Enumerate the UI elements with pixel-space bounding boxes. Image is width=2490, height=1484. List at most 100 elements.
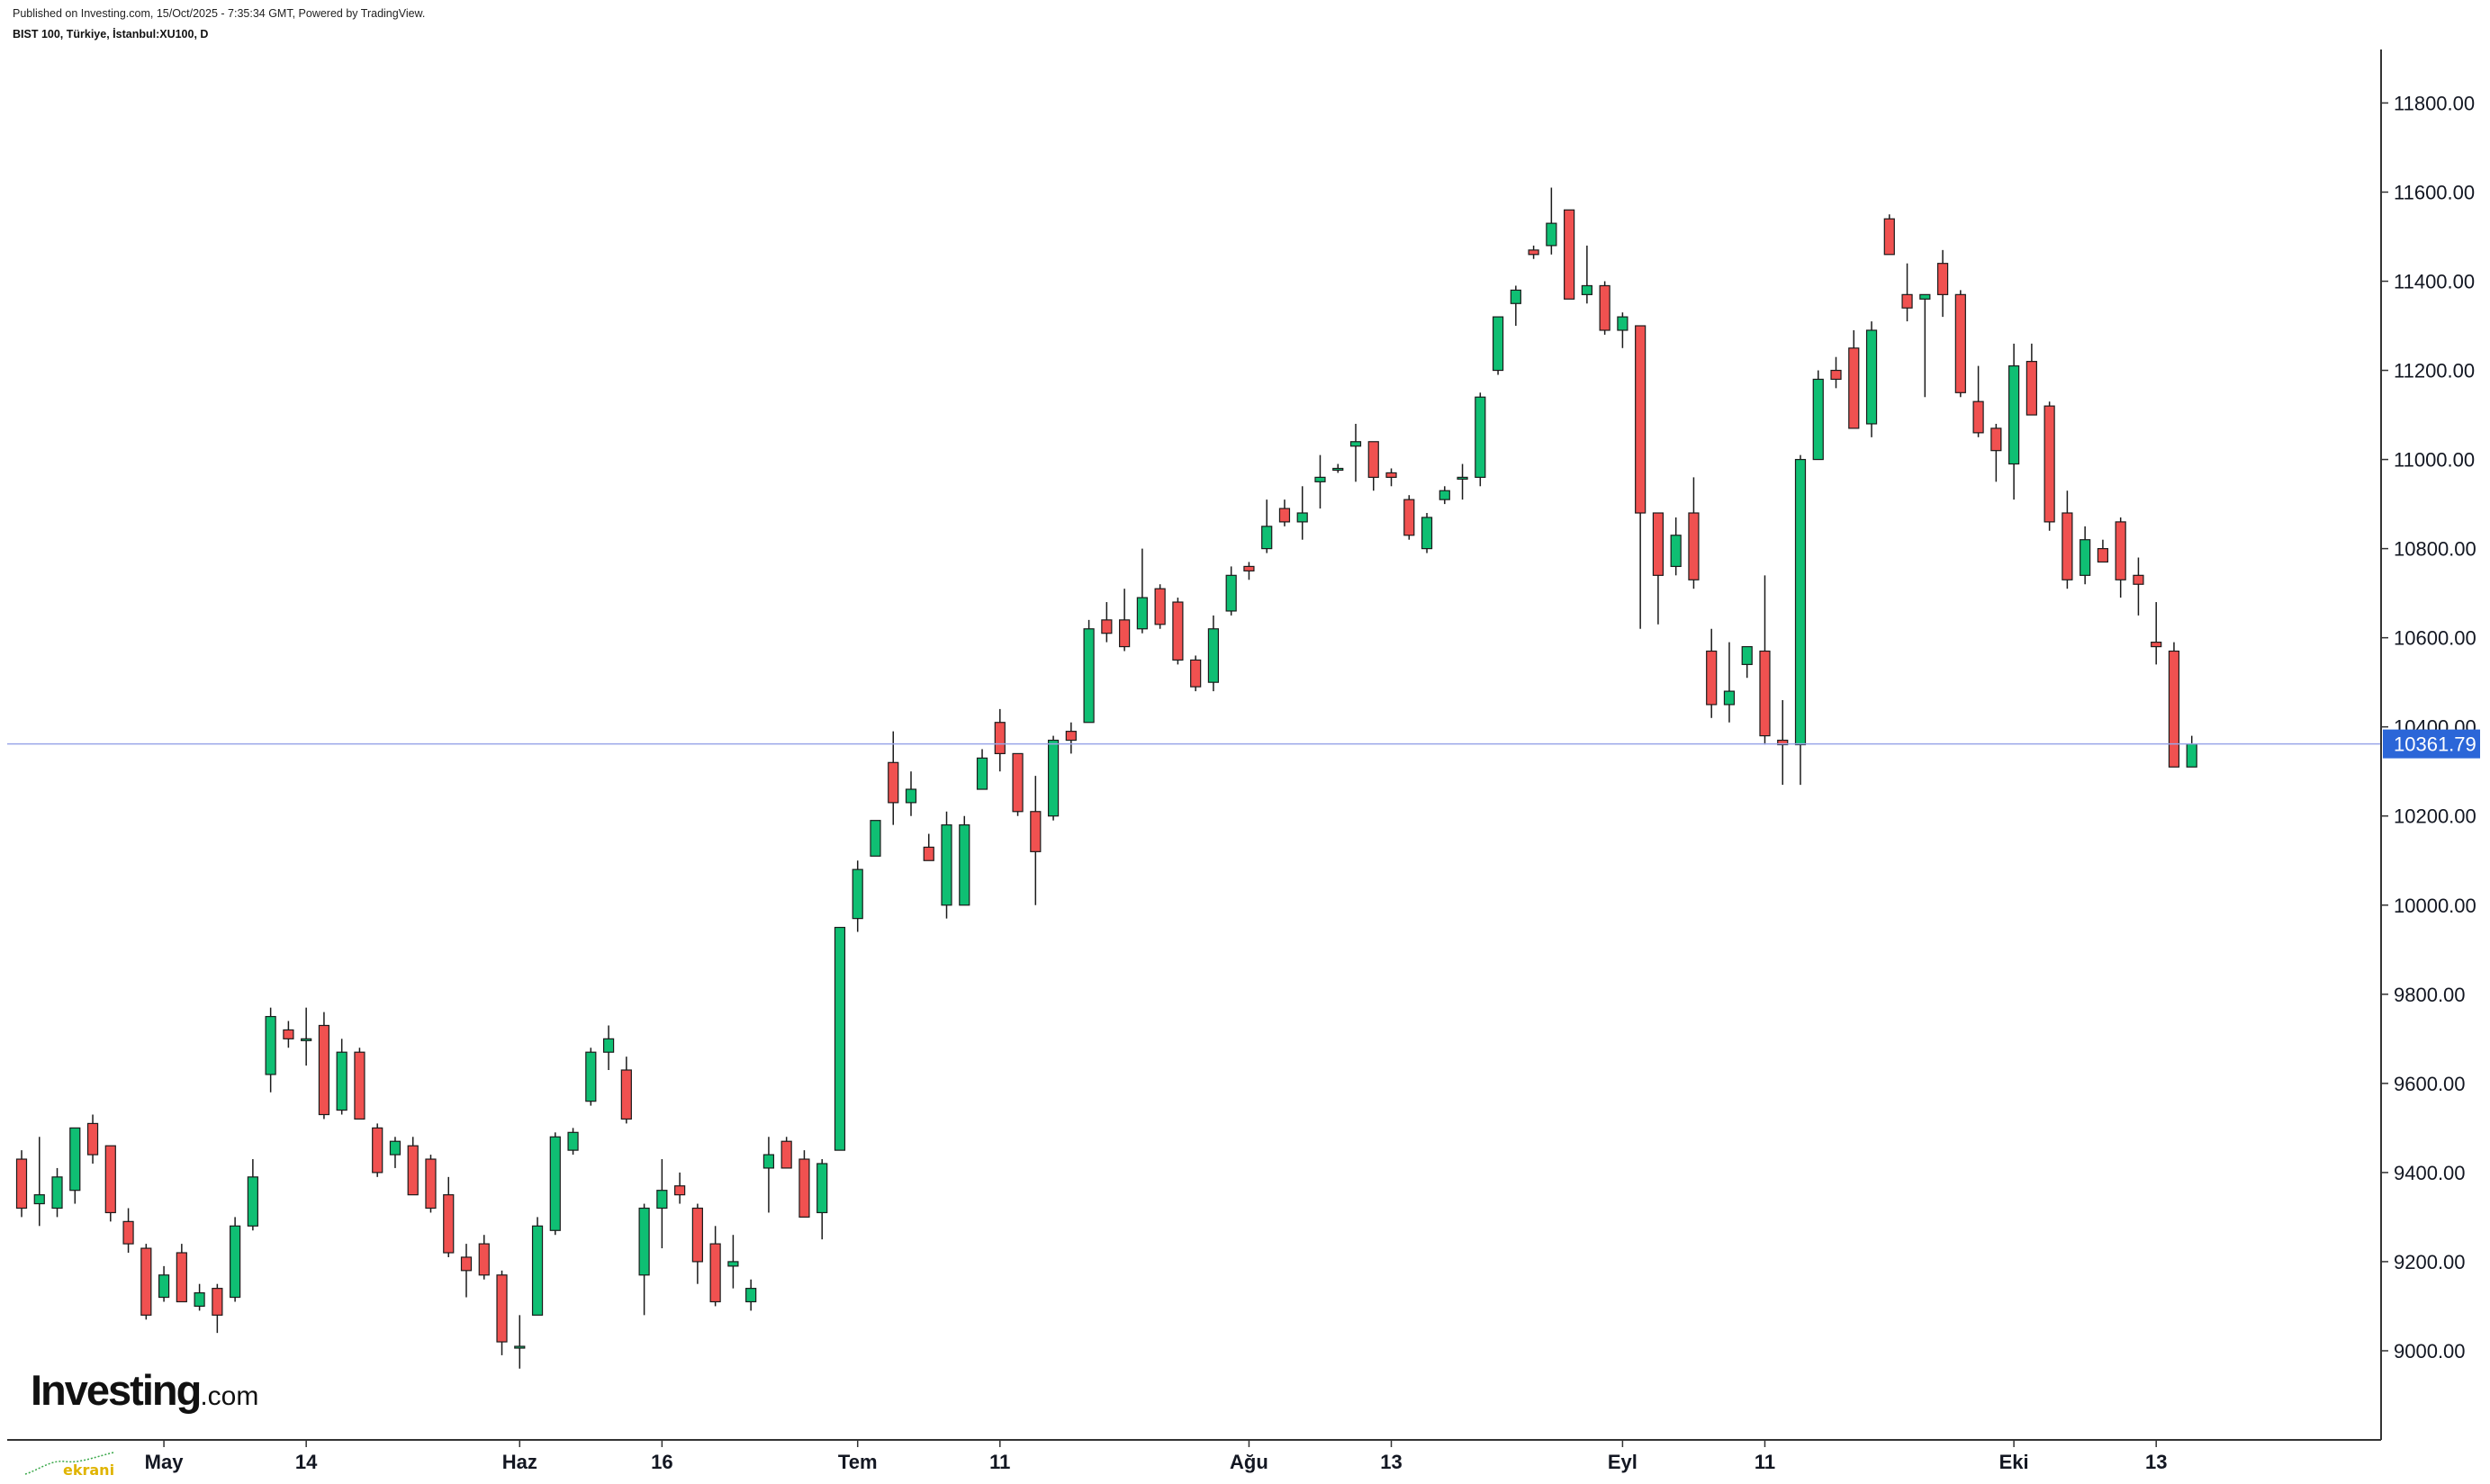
candle	[2008, 343, 2020, 500]
candle	[1688, 477, 1700, 589]
candle-body-down	[1759, 650, 1771, 737]
candle-body-up	[158, 1274, 170, 1299]
candle	[976, 749, 988, 790]
candle	[1012, 752, 1024, 816]
candle	[1652, 512, 1665, 625]
candle	[2151, 602, 2162, 665]
candle	[230, 1217, 241, 1302]
candle-body-up	[870, 820, 881, 857]
candle-body-up	[1919, 293, 1931, 300]
candle-body-down	[104, 1145, 116, 1214]
candle	[834, 926, 846, 1151]
logo-suffix: .com	[200, 1381, 259, 1411]
x-tick-label: 11	[989, 1451, 1010, 1473]
candle-body-up	[1439, 490, 1450, 500]
last-price-badge: 10361.79	[2383, 729, 2480, 759]
candle	[2133, 557, 2144, 616]
candle-body-up	[194, 1291, 205, 1308]
candle	[1812, 370, 1824, 461]
candle	[176, 1244, 187, 1303]
candle-body-up	[1670, 535, 1682, 568]
x-tick-label: May	[145, 1451, 185, 1473]
candle	[620, 1057, 632, 1124]
candle-body-up	[336, 1051, 347, 1111]
candle-body-down	[1564, 209, 1575, 300]
ekrani-watermark: ekrani	[20, 1447, 119, 1480]
candle	[2097, 539, 2109, 563]
candle	[1278, 499, 1291, 526]
candle	[994, 708, 1006, 772]
candle	[2025, 343, 2037, 416]
candle-body-down	[1652, 512, 1665, 576]
candle-body-down	[1243, 565, 1255, 571]
candle	[1421, 513, 1433, 553]
candle	[514, 1315, 526, 1369]
candle-body-down	[1190, 659, 1202, 688]
y-tick-label: 11400.00	[2394, 271, 2475, 293]
candle-body-up	[638, 1207, 650, 1276]
candle-body-down	[1012, 752, 1024, 813]
candle	[1207, 615, 1220, 692]
candle-body-up	[1314, 476, 1326, 482]
candle-body-up	[852, 868, 863, 920]
candle-body-down	[691, 1207, 703, 1263]
candle	[1954, 290, 1966, 398]
candle	[1901, 263, 1913, 322]
candle	[51, 1167, 63, 1218]
candle-body-up	[514, 1345, 526, 1349]
candle	[923, 833, 934, 861]
candle	[1314, 454, 1326, 509]
candle-body-down	[1030, 811, 1042, 852]
candle-body-down	[1119, 619, 1131, 648]
candle-body-up	[1083, 628, 1095, 724]
x-axis-ticks: May 14 Haz 16 Tem 11 Ağu 13 Eyl 11 Eki 13	[145, 1440, 2167, 1473]
candle-body-up	[762, 1154, 775, 1169]
candle	[15, 1150, 28, 1218]
candle-body-up	[2008, 364, 2020, 465]
candle-body-down	[1688, 512, 1700, 580]
candle-body-up	[1047, 739, 1060, 817]
candle	[496, 1270, 508, 1355]
candle-body-up	[1349, 441, 1362, 447]
candle-body-up	[745, 1288, 757, 1303]
candle	[283, 1021, 294, 1048]
candle-body-down	[2097, 548, 2109, 563]
y-tick-label: 10800.00	[2394, 538, 2476, 561]
candle-body-down	[496, 1274, 508, 1343]
candle-body-up	[247, 1176, 258, 1227]
candle	[140, 1244, 152, 1320]
candle-body-up	[567, 1131, 579, 1151]
candle	[798, 1150, 810, 1219]
investing-logo: Investing.com	[31, 1365, 258, 1415]
candle	[549, 1132, 561, 1236]
candle	[1528, 245, 1539, 259]
x-tick-label: 16	[651, 1451, 672, 1473]
candle-body-down	[1154, 588, 1166, 625]
candle	[2115, 517, 2126, 598]
candle-body-down	[1706, 650, 1718, 706]
candle-body-down	[1599, 284, 1610, 331]
candle-body-down	[283, 1029, 294, 1039]
candle	[407, 1137, 419, 1196]
candles	[15, 187, 2197, 1369]
x-tick-label: Eki	[1999, 1451, 2029, 1473]
candle-body-up	[1812, 378, 1824, 461]
candle-body-up	[976, 757, 988, 790]
candle-body-up	[230, 1225, 241, 1299]
candle-body-up	[2186, 743, 2197, 768]
last-price-badge-bg	[2383, 729, 2480, 759]
candle	[870, 820, 881, 857]
candle-body-down	[2025, 361, 2037, 416]
candle	[1635, 325, 1646, 629]
published-caption: Published on Investing.com, 15/Oct/2025 …	[13, 7, 426, 20]
candle-body-up	[549, 1136, 561, 1231]
candle-body-down	[1830, 369, 1842, 381]
candle-body-down	[2061, 512, 2073, 580]
candle	[354, 1048, 365, 1120]
candle-body-up	[959, 824, 970, 906]
candle-body-down	[709, 1243, 721, 1303]
candle-body-up	[1723, 690, 1736, 706]
candle	[1723, 642, 1736, 723]
y-tick-label: 11800.00	[2394, 92, 2475, 114]
